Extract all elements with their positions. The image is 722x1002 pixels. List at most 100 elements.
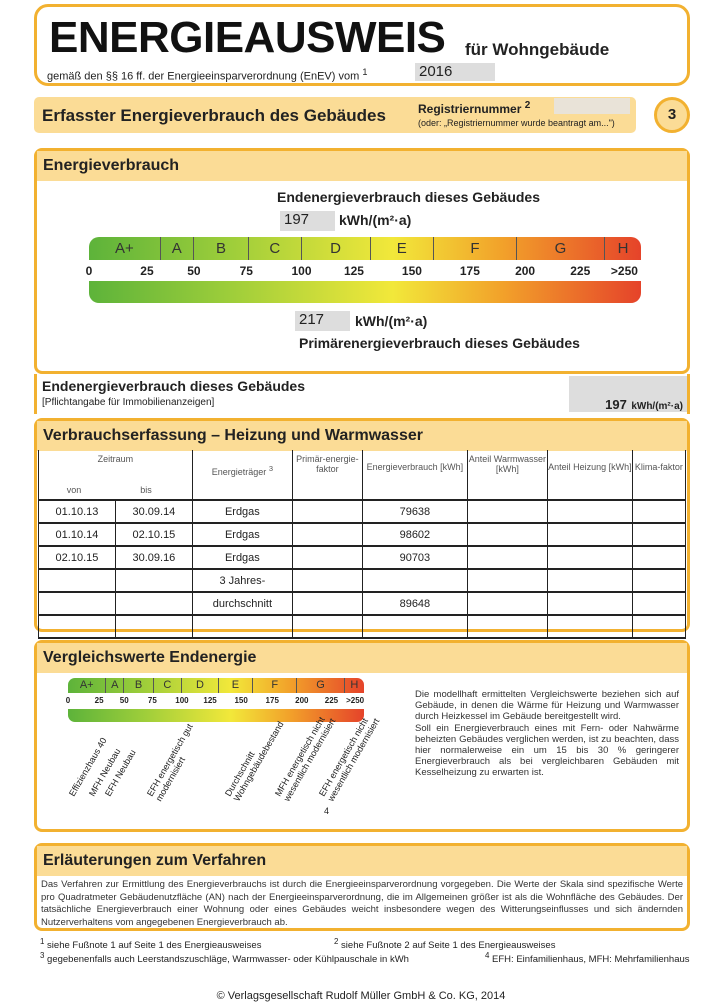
summary-unit: kWh/(m²·a)	[631, 401, 683, 412]
footnote-text: siehe Fußnote 1 auf Seite 1 des Energiea…	[47, 940, 262, 952]
primary-energy-label: Primärenergieverbrauch dieses Gebäudes	[299, 335, 580, 351]
table-cell[interactable]	[114, 592, 193, 616]
footnote-text: EFH: Einfamilienhaus, MFH: Mehrfamilienh…	[492, 954, 690, 966]
energy-class-4: D	[182, 678, 219, 693]
table-cell[interactable]: durchschnitt	[191, 592, 293, 616]
table-cell[interactable]	[291, 615, 363, 639]
scale-tick: 175	[265, 696, 279, 705]
table-cell[interactable]	[114, 615, 193, 639]
explanation-text: Das Verfahren zur Ermittlung des Energie…	[41, 879, 683, 928]
unit-label: kWh/(m²·a)	[355, 313, 428, 329]
comparison-section: Vergleichswerte Endenergie A+ A B C D E F G H 0 2…	[34, 640, 690, 832]
table-cell[interactable]	[361, 615, 468, 639]
table-row: 3 Jahres-	[38, 569, 687, 593]
table-cell[interactable]	[631, 523, 687, 547]
footnote-text: gegebenenfalls auch Leerstandszuschläge,…	[47, 954, 409, 966]
comparison-class-scale: A+ A B C D E F G H	[68, 678, 364, 693]
table-cell[interactable]	[631, 500, 687, 524]
table-cell[interactable]: 30.09.16	[114, 546, 193, 570]
header-box: ENERGIEAUSWEIS für Wohngebäude gemäß den…	[34, 4, 690, 86]
table-cell[interactable]	[114, 569, 193, 593]
document-title: ENERGIEAUSWEIS	[49, 13, 446, 62]
table-cell[interactable]	[38, 592, 116, 616]
table-cell[interactable]: 01.10.14	[38, 523, 116, 547]
scale-tick: 200	[515, 264, 536, 278]
table-cell[interactable]	[546, 523, 633, 547]
table-cell[interactable]	[631, 546, 687, 570]
table-cell[interactable]	[466, 569, 548, 593]
table-cell[interactable]: 30.09.14	[114, 500, 193, 524]
table-cell[interactable]	[631, 592, 687, 616]
energy-class-3: C	[249, 237, 302, 260]
energy-class-5: E	[371, 237, 434, 260]
table-cell[interactable]	[546, 546, 633, 570]
table-cell[interactable]	[546, 592, 633, 616]
table-cell[interactable]: 3 Jahres-	[191, 569, 293, 593]
scale-tick: 175	[459, 264, 480, 278]
table-row	[38, 615, 687, 639]
energy-class-8: H	[350, 679, 359, 691]
table-cell[interactable]	[631, 569, 687, 593]
table-cell[interactable]	[466, 546, 548, 570]
table-cell[interactable]	[291, 569, 363, 593]
regulation-label: gemäß den §§ 16 ff. der Energieeinsparve…	[47, 70, 360, 83]
scale-tick: 50	[187, 264, 201, 278]
table-cell[interactable]	[291, 592, 363, 616]
energy-class-1: A	[161, 237, 194, 260]
year-field[interactable]: 2016	[415, 63, 495, 81]
table-cell[interactable]: 90703	[361, 546, 468, 570]
comparison-paragraph: Soll ein Energieverbrauch eines mit Fern…	[415, 722, 679, 779]
table-cell[interactable]	[466, 592, 548, 616]
scale-tick: 150	[234, 696, 248, 705]
table-cell[interactable]: Erdgas	[191, 546, 293, 570]
footnote-ref: 1	[362, 67, 368, 77]
energy-class-0: A+	[68, 678, 107, 693]
table-cell[interactable]: 02.10.15	[114, 523, 193, 547]
energy-section: Energieverbrauch Endenergieverbrauch die…	[34, 148, 690, 374]
scale-tick: 125	[343, 264, 364, 278]
table-cell[interactable]	[546, 569, 633, 593]
energy-class-scale: A+ A B C D E F G H	[89, 237, 641, 260]
table-cell[interactable]: Erdgas	[191, 523, 293, 547]
regulation-text: gemäß den §§ 16 ff. der Energieeinsparve…	[47, 67, 367, 83]
scale-tick: 225	[324, 696, 339, 705]
table-cell[interactable]: 79638	[361, 500, 468, 524]
energy-class-0: A+	[89, 237, 161, 260]
explanation-title: Erläuterungen zum Verfahren	[37, 846, 687, 876]
table-cell[interactable]	[38, 615, 116, 639]
table-cell[interactable]	[191, 615, 293, 639]
energy-class-6: F	[253, 678, 298, 693]
scale-tick: 100	[291, 264, 312, 278]
table-cell[interactable]	[631, 615, 687, 639]
table-cell[interactable]: 01.10.13	[38, 500, 116, 524]
table-cell[interactable]	[291, 546, 363, 570]
col-klima: Klima-faktor	[631, 450, 687, 501]
col-heizung: Anteil Heizung [kWh]	[546, 450, 633, 501]
primary-energy-value[interactable]: 217	[295, 311, 350, 331]
table-cell[interactable]: 89648	[361, 592, 468, 616]
table-cell[interactable]	[466, 615, 548, 639]
explanation-section: Erläuterungen zum Verfahren Das Verfahre…	[34, 843, 690, 931]
comparison-paragraph: Die modellhaft ermittelten Vergleichswer…	[415, 689, 679, 723]
table-cell[interactable]	[546, 615, 633, 639]
registration-field[interactable]	[554, 98, 630, 114]
footnote-2: 2 siehe Fußnote 2 auf Seite 1 des Energi…	[334, 937, 556, 952]
footnote-4: 4 EFH: Einfamilienhaus, MFH: Mehrfamilie…	[485, 951, 690, 966]
table-cell[interactable]	[38, 569, 116, 593]
end-energy-value[interactable]: 197	[280, 211, 335, 231]
summary-value: 197	[605, 397, 627, 412]
table-cell[interactable]: Erdgas	[191, 500, 293, 524]
table-cell[interactable]	[361, 569, 468, 593]
table-cell[interactable]	[291, 523, 363, 547]
reg-label: Registriernummer	[418, 102, 522, 116]
table-cell[interactable]	[466, 500, 548, 524]
col-warmwasser: Anteil Warmwasser [kWh]	[466, 450, 548, 501]
footnote-ref: 2	[524, 100, 531, 111]
table-cell[interactable]	[546, 500, 633, 524]
scale-tick: 150	[401, 264, 422, 278]
table-cell[interactable]: 02.10.15	[38, 546, 116, 570]
table-cell[interactable]	[466, 523, 548, 547]
von-label: von	[66, 485, 82, 495]
table-cell[interactable]: 98602	[361, 523, 468, 547]
table-cell[interactable]	[291, 500, 363, 524]
